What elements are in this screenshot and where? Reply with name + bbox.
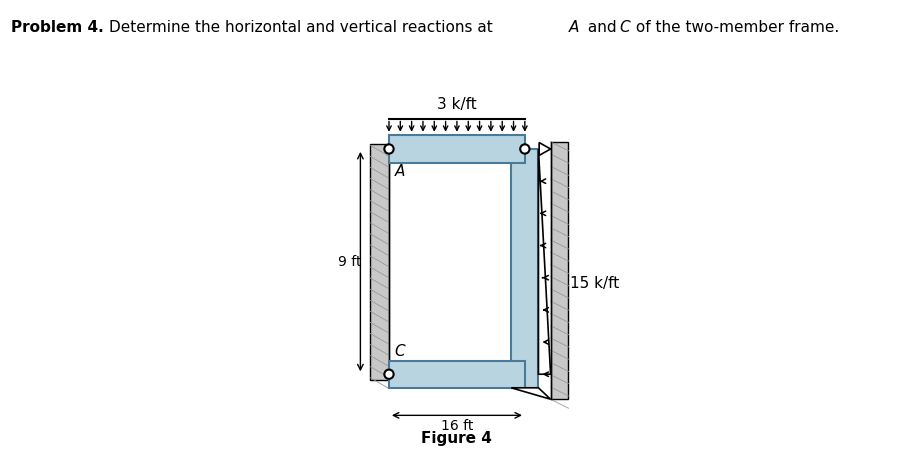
Bar [551, 142, 568, 399]
Bar [389, 136, 525, 163]
Bar [370, 144, 389, 379]
Circle shape [384, 144, 393, 154]
Text: A: A [569, 20, 579, 35]
Bar [511, 149, 539, 388]
Text: A: A [394, 164, 404, 179]
Text: of the two-member frame.: of the two-member frame. [631, 20, 839, 35]
Text: Figure 4: Figure 4 [422, 431, 493, 446]
Circle shape [520, 144, 530, 154]
Polygon shape [511, 388, 551, 399]
Text: 16 ft: 16 ft [441, 419, 473, 433]
Text: Problem 4.: Problem 4. [11, 20, 104, 35]
Bar [389, 361, 525, 388]
Circle shape [384, 370, 393, 379]
Text: C: C [394, 344, 405, 359]
Text: and: and [583, 20, 622, 35]
Text: Determine the horizontal and vertical reactions at: Determine the horizontal and vertical re… [109, 20, 497, 35]
Text: 15 k/ft: 15 k/ft [570, 276, 620, 290]
Polygon shape [539, 142, 551, 155]
Text: C: C [619, 20, 630, 35]
Text: 9 ft: 9 ft [338, 254, 361, 269]
Text: 3 k/ft: 3 k/ft [437, 97, 477, 112]
Text: B: B [513, 164, 523, 179]
